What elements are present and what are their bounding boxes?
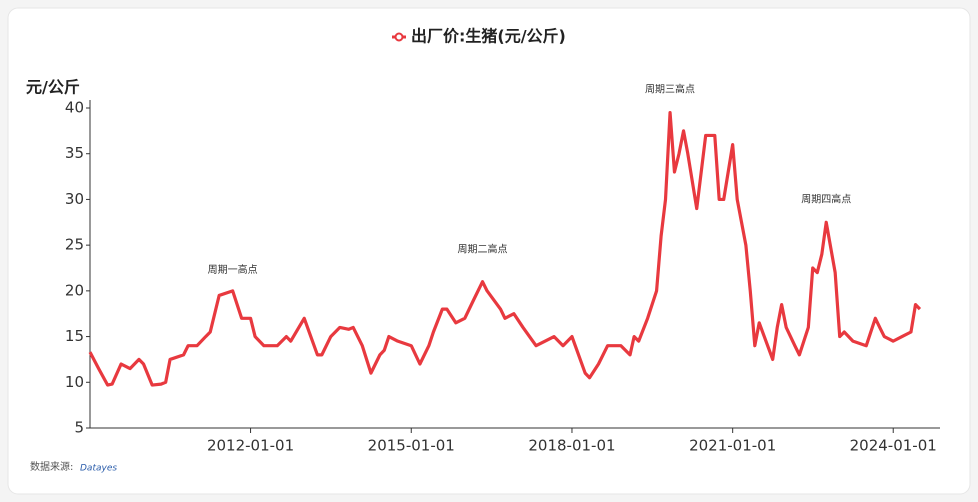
y-tick-label: 40 xyxy=(65,99,84,117)
x-tick-label: 2018-01-01 xyxy=(528,437,615,455)
x-tick-label: 2012-01-01 xyxy=(207,437,294,455)
y-tick-label: 35 xyxy=(65,144,84,162)
annotation: 周期四高点 xyxy=(801,192,851,205)
y-tick-label: 10 xyxy=(65,373,84,391)
y-tick-label: 15 xyxy=(65,327,84,345)
annotation: 周期三高点 xyxy=(645,83,695,96)
annotation: 周期二高点 xyxy=(458,243,508,256)
y-axis-label: 元/公斤 xyxy=(26,78,80,97)
source-brand: Datayes xyxy=(80,464,117,474)
legend: 出厂价:生猪(元/公斤) xyxy=(392,27,566,46)
y-tick-label: 25 xyxy=(65,236,84,254)
x-tick-label: 2015-01-01 xyxy=(368,437,455,455)
x-tick-label: 2021-01-01 xyxy=(689,437,776,455)
y-tick-label: 5 xyxy=(74,419,84,437)
source-label: 数据来源: xyxy=(30,460,73,473)
y-tick-label: 20 xyxy=(65,281,84,299)
annotation: 周期一高点 xyxy=(208,263,258,276)
y-tick-label: 30 xyxy=(65,190,84,208)
legend-marker xyxy=(394,32,404,42)
card xyxy=(7,7,971,495)
x-tick-label: 2024-01-01 xyxy=(850,437,937,455)
legend-label: 出厂价:生猪(元/公斤) xyxy=(411,27,566,46)
series-line xyxy=(88,110,922,387)
